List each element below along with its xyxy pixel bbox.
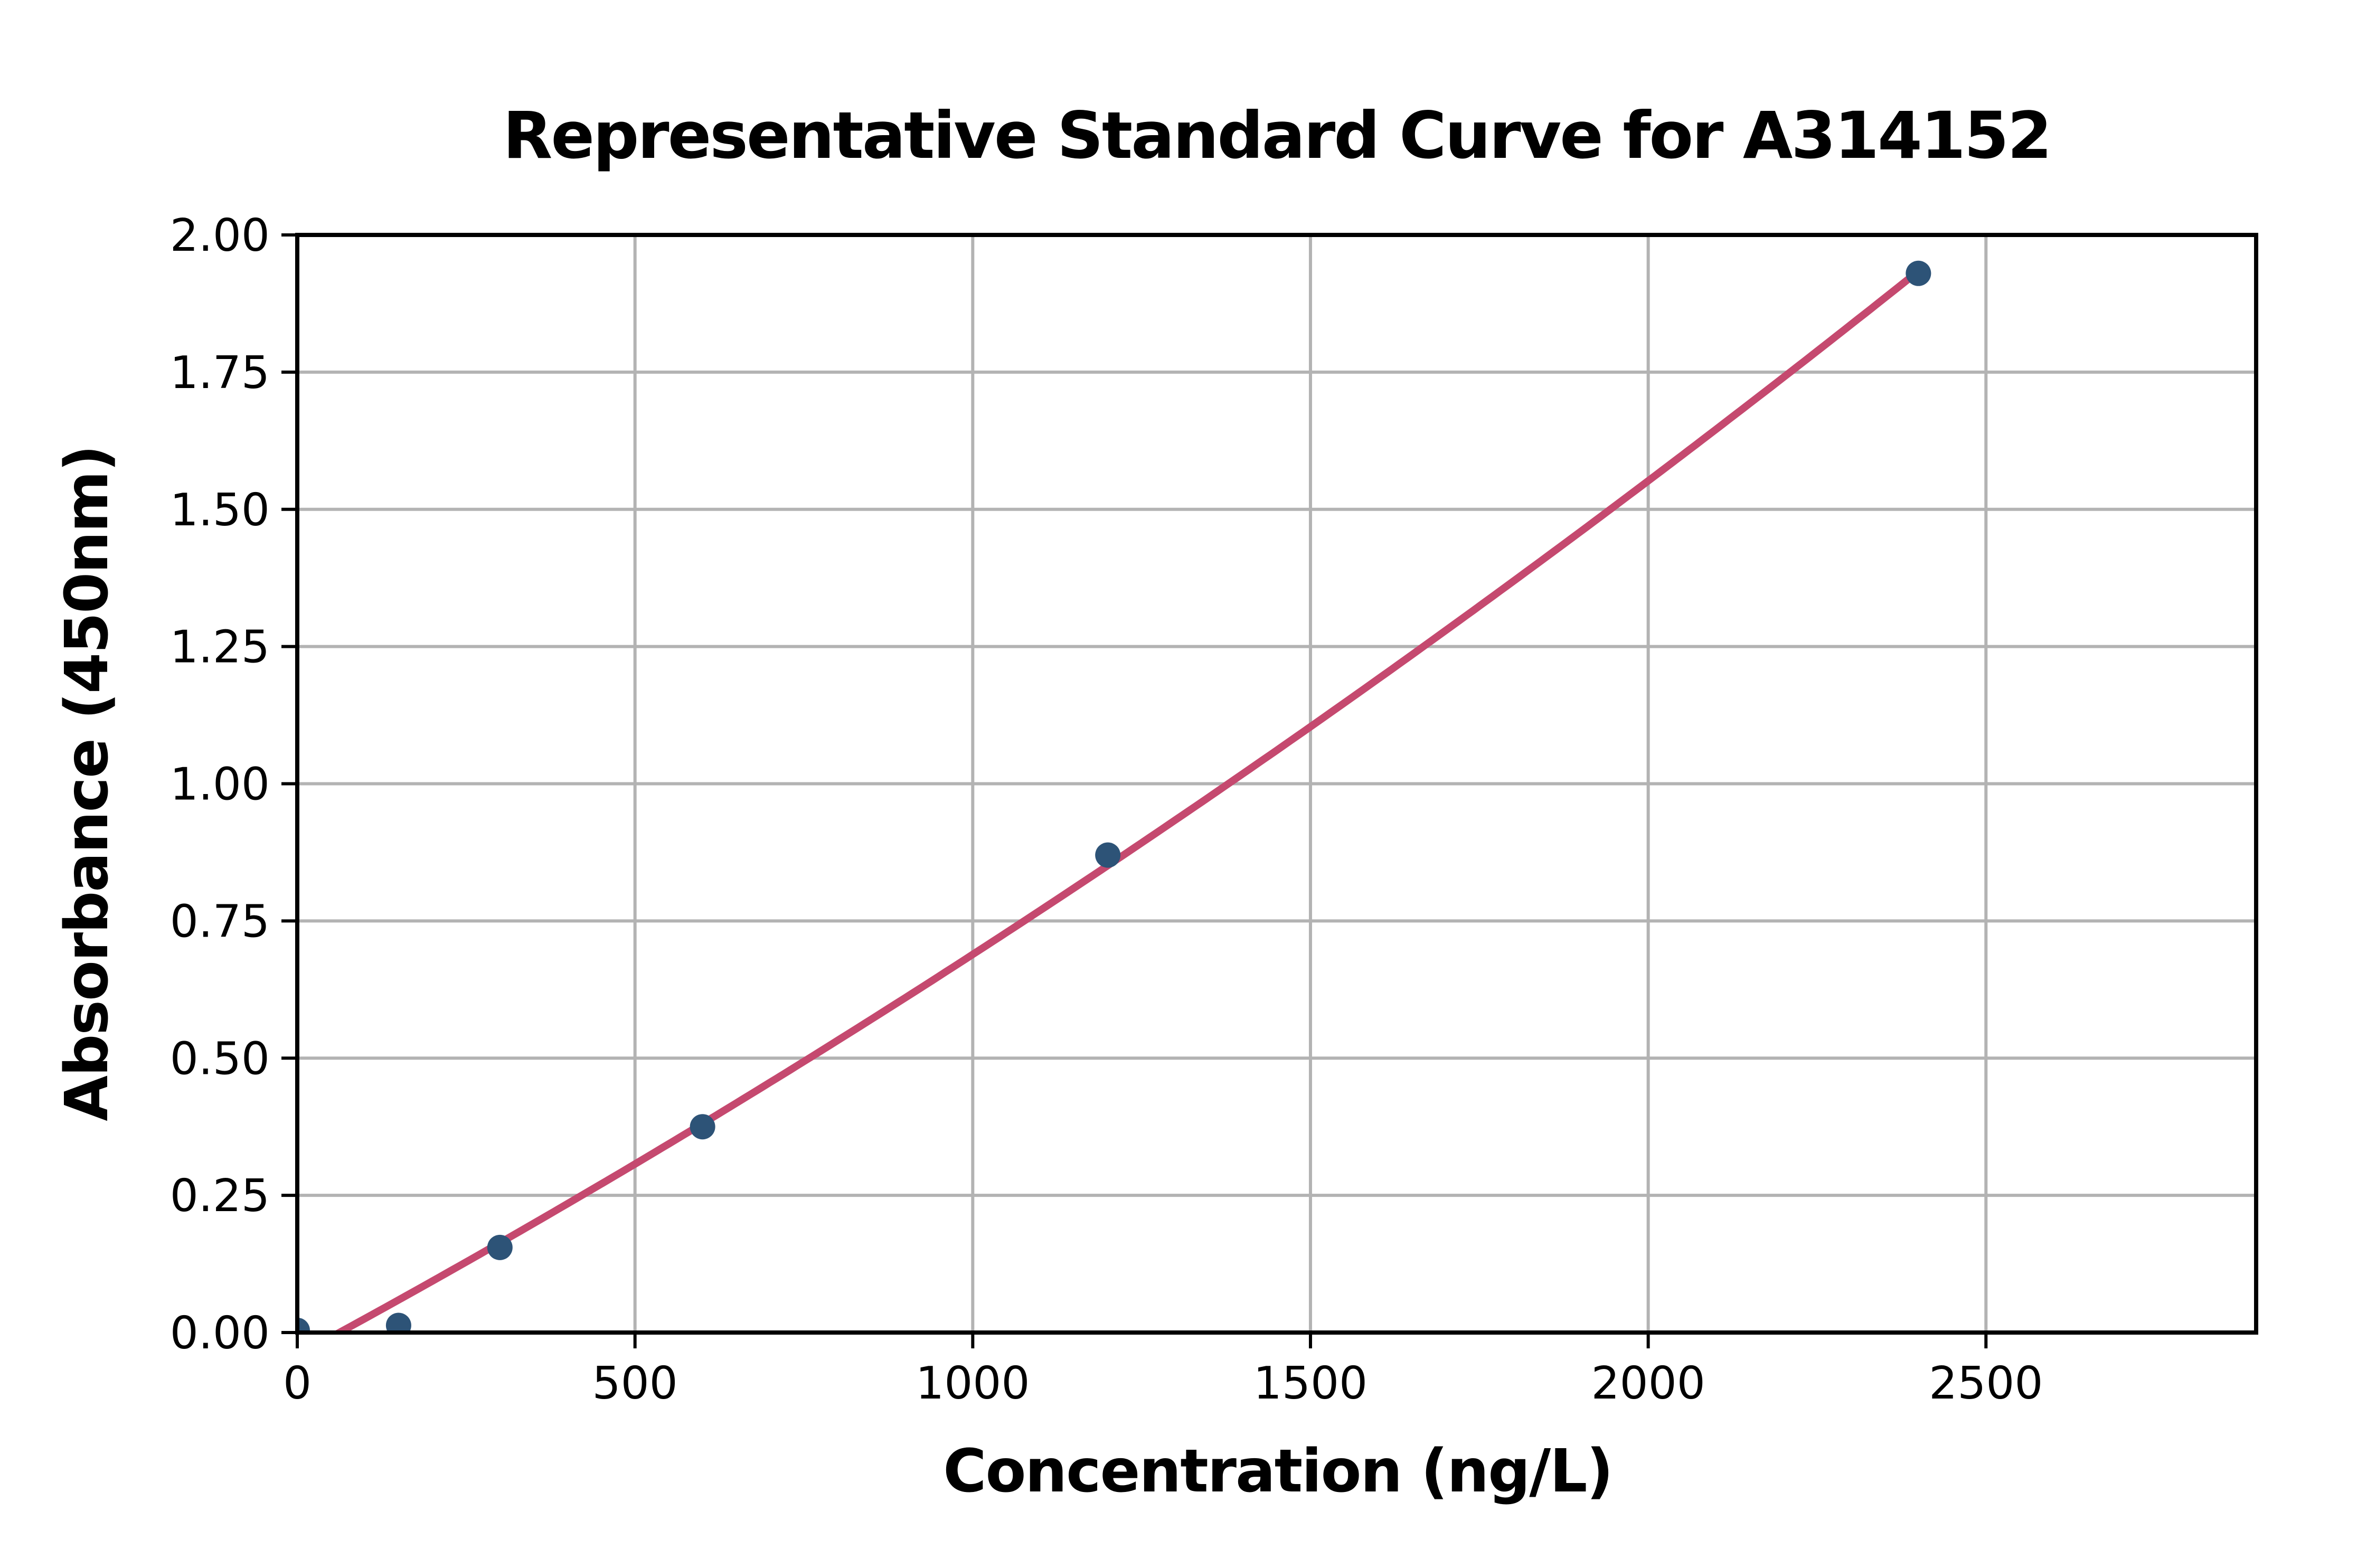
grid: [297, 235, 2256, 1333]
x-tick-label: 2500: [1929, 1357, 2043, 1410]
y-axis-label: Absorbance (450nm): [53, 446, 121, 1121]
data-point: [1906, 260, 1931, 286]
y-tick-label: 0.00: [170, 1307, 270, 1359]
data-point: [297, 1317, 310, 1333]
plot-border: [295, 233, 2258, 1335]
y-tick-label: 0.75: [170, 895, 270, 948]
y-tick-label: 1.75: [170, 347, 270, 399]
x-tick-label: 2000: [1591, 1357, 1705, 1410]
data-point: [385, 1312, 411, 1333]
x-tick-label: 500: [592, 1357, 678, 1410]
y-tick-label: 0.50: [170, 1033, 270, 1085]
data-point: [1095, 842, 1121, 868]
y-tick-label: 1.25: [170, 621, 270, 674]
fit-curve-layer: [332, 268, 1921, 1333]
ticks: [281, 233, 1988, 1348]
fit-curve: [332, 268, 1921, 1333]
y-tick-label: 0.25: [170, 1170, 270, 1222]
data-points-layer: [297, 260, 1931, 1333]
chart-title: Representative Standard Curve for A31415…: [503, 98, 2052, 173]
x-tick-label: 0: [283, 1357, 312, 1410]
y-tick-label: 2.00: [170, 210, 270, 262]
data-point: [690, 1114, 715, 1140]
tick-labels: 0 500 1000 1500 2000 2500 0.00 0.25 0.50 0.75 1.00…: [170, 210, 2043, 1410]
data-point: [487, 1234, 513, 1260]
y-tick-label: 1.00: [170, 759, 270, 811]
x-axis-label: Concentration (ng/L): [943, 1437, 1613, 1506]
x-tick-label: 1000: [916, 1357, 1030, 1410]
y-tick-label: 1.50: [170, 484, 270, 536]
x-tick-label: 1500: [1253, 1357, 1368, 1410]
